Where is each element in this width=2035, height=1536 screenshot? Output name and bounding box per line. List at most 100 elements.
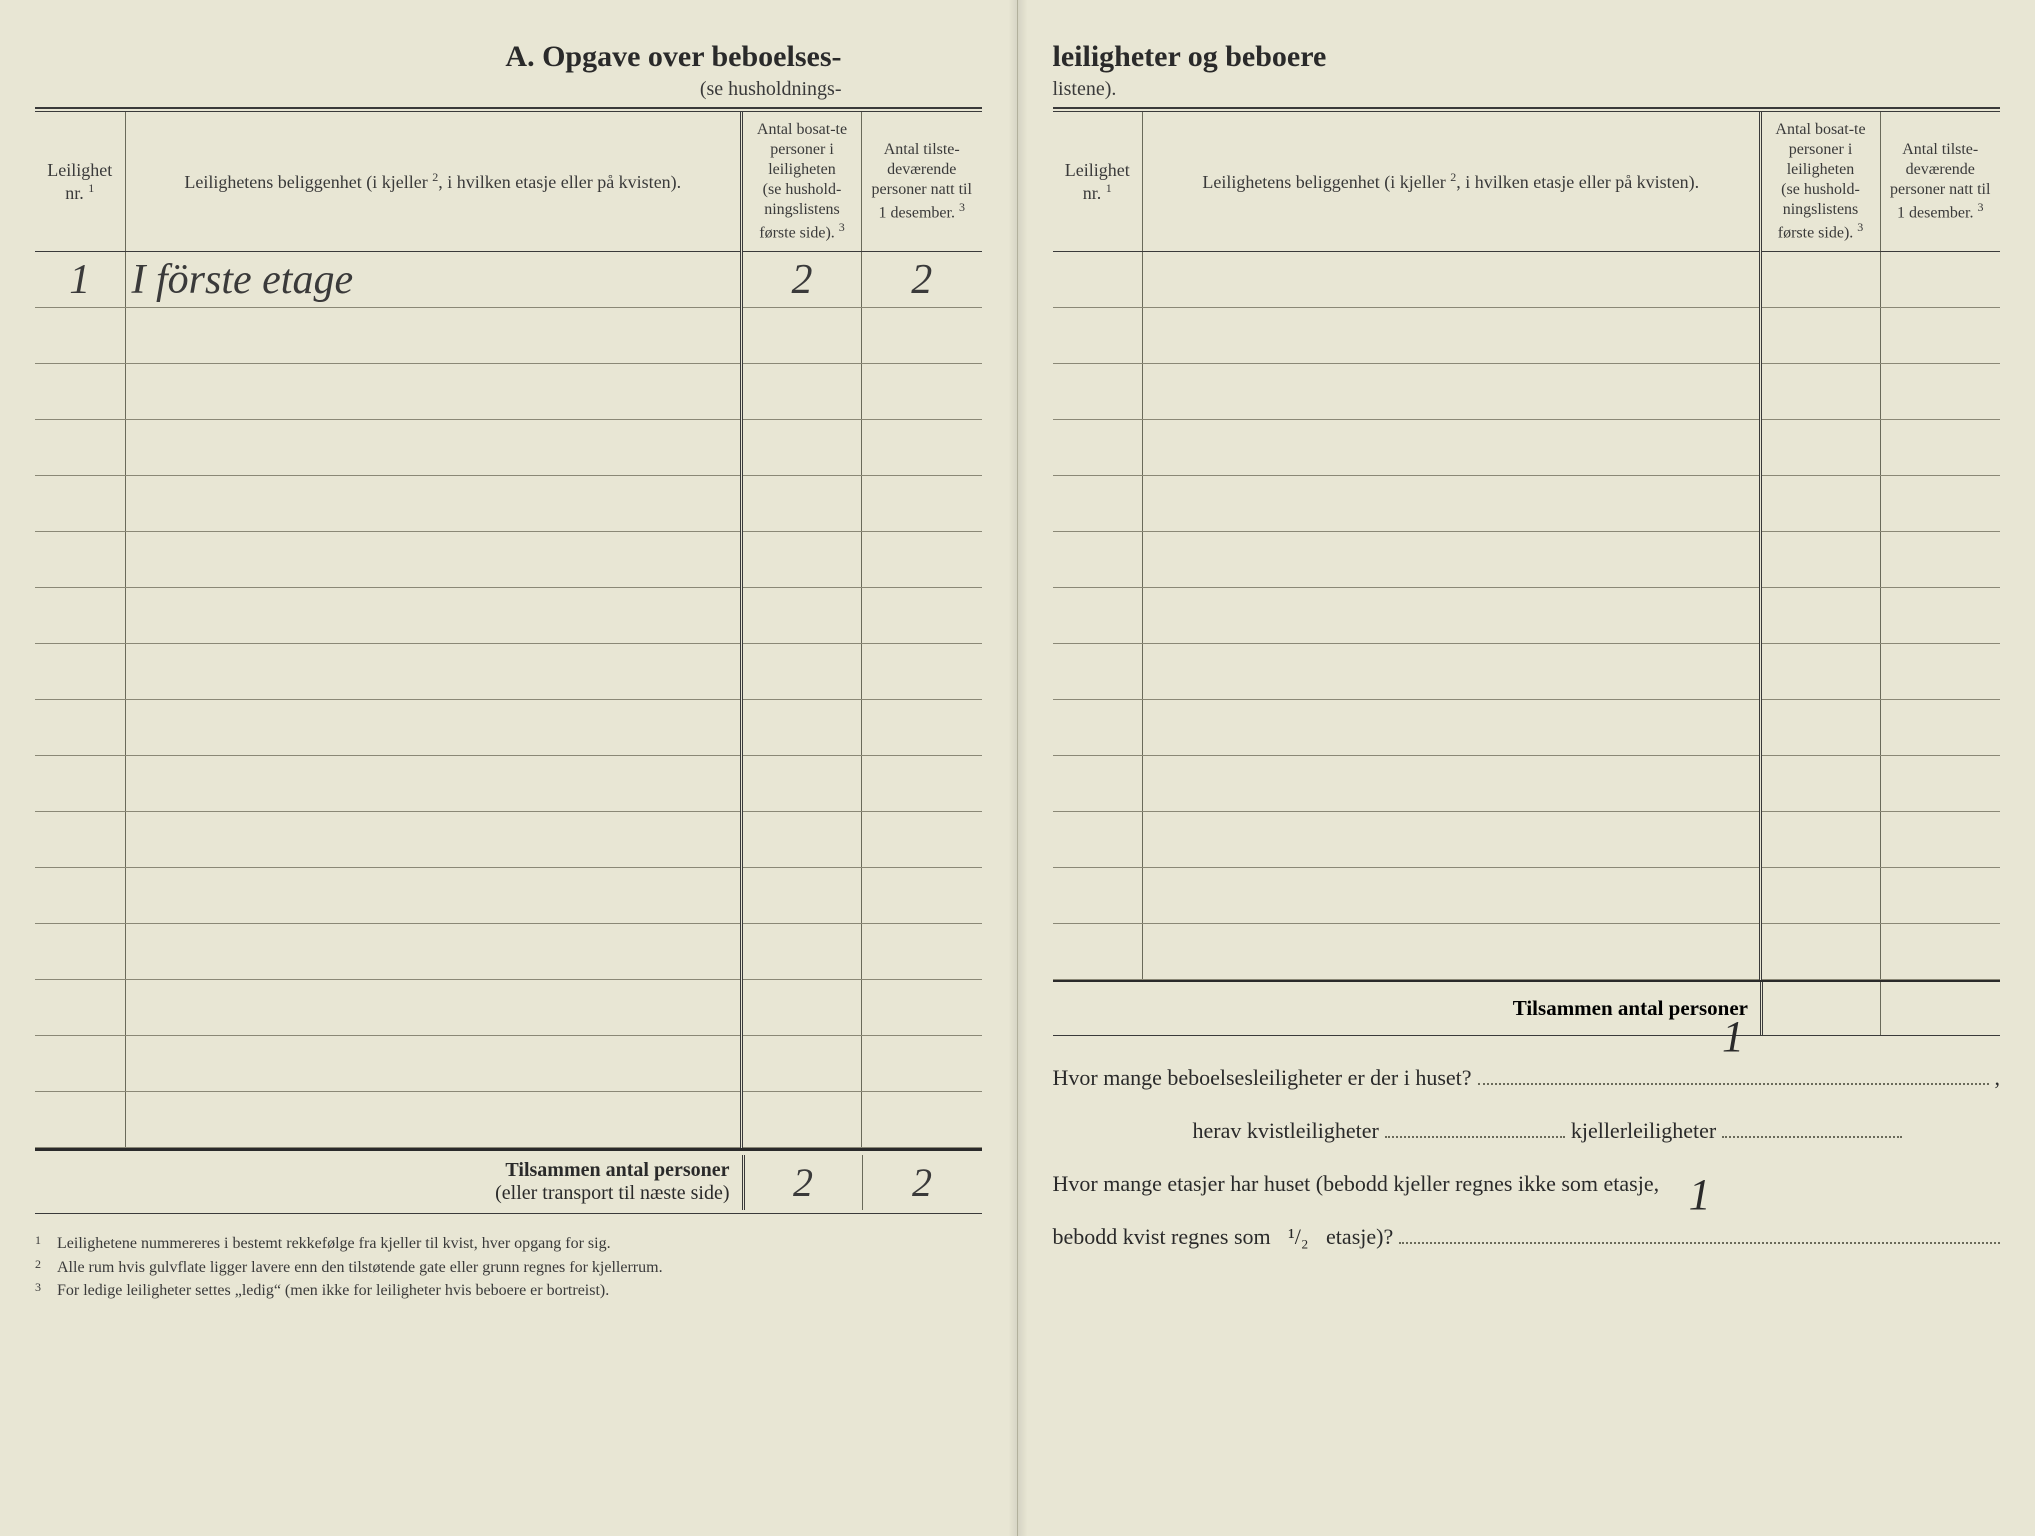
cell-nr xyxy=(1053,812,1143,868)
table-row: 1I förste etage22 xyxy=(35,252,982,308)
table-row xyxy=(1053,588,2001,644)
cell-n2: 2 xyxy=(862,252,982,308)
cell-nr xyxy=(1053,420,1143,476)
cell-n1 xyxy=(1760,420,1880,476)
table-row xyxy=(35,980,982,1036)
cell-n1 xyxy=(1760,308,1880,364)
sum-label-left: Tilsammen antal personer (eller transpor… xyxy=(35,1151,742,1213)
cell-location xyxy=(125,756,742,812)
cell-n1 xyxy=(742,308,862,364)
table-row xyxy=(35,756,982,812)
table-row xyxy=(1053,644,2001,700)
table-row xyxy=(1053,420,2001,476)
cell-n2 xyxy=(862,980,982,1036)
table-row xyxy=(35,420,982,476)
cell-nr xyxy=(35,980,125,1036)
table-row xyxy=(35,700,982,756)
table-row xyxy=(35,644,982,700)
table-row xyxy=(35,364,982,420)
cell-n1 xyxy=(742,1092,862,1148)
col-header-persons-resident-r: Antal bosat-te personer i leiligheten(se… xyxy=(1760,112,1880,252)
table-row xyxy=(35,532,982,588)
answer-2a xyxy=(1385,1116,1565,1138)
table-row xyxy=(1053,868,2001,924)
cell-nr xyxy=(35,756,125,812)
table-row xyxy=(35,1036,982,1092)
col-header-persons-present-r: Antal tilste-deværende personer natt til… xyxy=(1880,112,2000,252)
sum-row-right: Tilsammen antal personer xyxy=(1053,980,2001,1036)
cell-nr xyxy=(35,644,125,700)
title-right: leiligheter og beboere xyxy=(1053,40,2001,74)
cell-n1 xyxy=(1760,868,1880,924)
cell-n2 xyxy=(862,364,982,420)
cell-nr xyxy=(35,476,125,532)
table-row xyxy=(35,588,982,644)
cell-location xyxy=(1143,308,1761,364)
right-page: leiligheter og beboere listene). Leiligh… xyxy=(1018,0,2035,1536)
left-page: A. Opgave over beboelses- (se husholdnin… xyxy=(0,0,1018,1536)
footnote-3: 3For ledige leiligheter settes „ledig“ (… xyxy=(35,1279,982,1302)
table-row xyxy=(35,868,982,924)
col-header-persons-resident: Antal bosat-te personer i leiligheten(se… xyxy=(742,112,862,252)
cell-n1 xyxy=(742,588,862,644)
cell-n1 xyxy=(1760,476,1880,532)
sum-n1-left: 2 xyxy=(742,1155,862,1210)
cell-nr xyxy=(1053,924,1143,980)
cell-nr xyxy=(1053,644,1143,700)
footnotes: 1Leilighetene nummereres i bestemt rekke… xyxy=(35,1232,982,1302)
cell-n1 xyxy=(1760,252,1880,308)
cell-n2 xyxy=(862,700,982,756)
cell-nr xyxy=(35,1092,125,1148)
cell-n2 xyxy=(1880,756,2000,812)
answer-2b xyxy=(1722,1116,1902,1138)
cell-nr xyxy=(35,420,125,476)
cell-location xyxy=(125,588,742,644)
cell-nr xyxy=(1053,868,1143,924)
cell-n2 xyxy=(862,420,982,476)
cell-n1 xyxy=(1760,700,1880,756)
cell-n2 xyxy=(862,868,982,924)
cell-n2 xyxy=(1880,700,2000,756)
sum-n1-right xyxy=(1760,982,1880,1035)
col-header-location-r: Leilighetens beliggenhet (i kjeller 2, i… xyxy=(1143,112,1761,252)
cell-n2 xyxy=(1880,308,2000,364)
cell-nr xyxy=(35,812,125,868)
cell-n2 xyxy=(862,756,982,812)
table-row xyxy=(1053,308,2001,364)
cell-location xyxy=(1143,588,1761,644)
table-row xyxy=(35,1092,982,1148)
cell-location: I förste etage xyxy=(125,252,742,308)
cell-location xyxy=(1143,364,1761,420)
table-row xyxy=(35,308,982,364)
table-row xyxy=(1053,756,2001,812)
cell-location xyxy=(1143,812,1761,868)
cell-n2 xyxy=(1880,812,2000,868)
col-header-location: Leilighetens beliggenhet (i kjeller 2, i… xyxy=(125,112,742,252)
cell-location xyxy=(125,308,742,364)
subtitle-left: (se husholdnings- xyxy=(35,78,982,101)
cell-nr xyxy=(35,364,125,420)
table-row xyxy=(35,924,982,980)
table-row xyxy=(1053,364,2001,420)
ledger-table-right: Leilighet nr. 1 Leilighetens beliggenhet… xyxy=(1053,112,2001,980)
cell-n1 xyxy=(742,420,862,476)
cell-n1 xyxy=(1760,644,1880,700)
cell-nr xyxy=(35,700,125,756)
cell-nr xyxy=(35,308,125,364)
table-row xyxy=(1053,476,2001,532)
answer-3: 1 xyxy=(1399,1222,2000,1244)
cell-n2 xyxy=(1880,644,2000,700)
cell-nr xyxy=(35,532,125,588)
cell-location xyxy=(125,812,742,868)
cell-n2 xyxy=(862,588,982,644)
cell-nr: 1 xyxy=(35,252,125,308)
cell-nr xyxy=(1053,308,1143,364)
cell-n1 xyxy=(742,700,862,756)
cell-location xyxy=(125,364,742,420)
cell-nr xyxy=(35,868,125,924)
cell-n1 xyxy=(1760,532,1880,588)
cell-n2 xyxy=(1880,924,2000,980)
cell-n2 xyxy=(1880,532,2000,588)
cell-n1 xyxy=(742,1036,862,1092)
cell-n2 xyxy=(1880,420,2000,476)
